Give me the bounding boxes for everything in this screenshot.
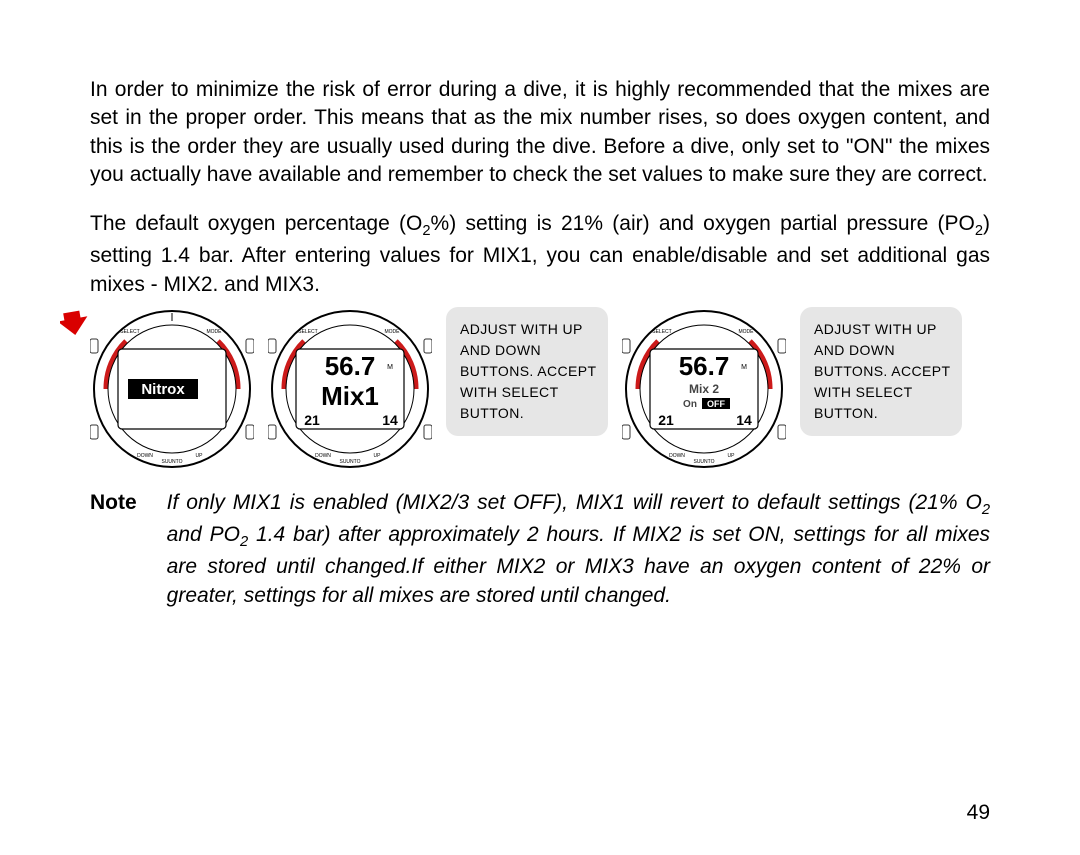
note-body: If only MIX1 is enabled (MIX2/3 set OFF)… xyxy=(167,489,990,610)
svg-text:DOWN: DOWN xyxy=(669,453,685,459)
svg-text:UP: UP xyxy=(374,453,382,459)
watch-face-1: SELECT MODE DOWN UP SUUNTO Nitrox xyxy=(90,307,254,471)
svg-text:SUUNTO: SUUNTO xyxy=(161,459,182,465)
watch3-top: 56.7 xyxy=(679,351,730,381)
note-c: 1.4 bar) after approximately 2 hours. If… xyxy=(167,523,990,606)
note-a: If only MIX1 is enabled (MIX2/3 set OFF)… xyxy=(167,491,982,514)
watch3-br: 14 xyxy=(736,412,752,428)
sub-2b: 2 xyxy=(975,224,983,240)
page-number: 49 xyxy=(967,801,990,825)
svg-text:On: On xyxy=(683,399,697,410)
svg-text:DOWN: DOWN xyxy=(137,453,153,459)
watch1-main: Nitrox xyxy=(141,381,185,398)
watch-face-3: SELECT MODE DOWN UP SUUNTO 56.7 M Mix 2 … xyxy=(622,307,786,471)
svg-text:UP: UP xyxy=(728,453,736,459)
sub-2: 2 xyxy=(422,224,430,240)
watch2-top: 56.7 xyxy=(325,351,376,381)
note-row: Note If only MIX1 is enabled (MIX2/3 set… xyxy=(90,489,990,610)
svg-text:MODE: MODE xyxy=(207,329,223,335)
watch3-bl: 21 xyxy=(658,412,674,428)
note-b: and PO xyxy=(167,523,240,546)
svg-text:SELECT: SELECT xyxy=(120,329,139,335)
svg-text:MODE: MODE xyxy=(385,329,401,335)
paragraph-1: In order to minimize the risk of error d… xyxy=(90,76,990,189)
paragraph-2: The default oxygen percentage (O2%) sett… xyxy=(90,210,990,299)
p2-b: %) setting is 21% (air) and oxygen parti… xyxy=(431,212,975,235)
svg-text:SUUNTO: SUUNTO xyxy=(339,459,360,465)
svg-text:OFF: OFF xyxy=(707,399,725,409)
svg-text:SUUNTO: SUUNTO xyxy=(693,459,714,465)
watch3-main: Mix 2 xyxy=(689,382,719,396)
note-label: Note xyxy=(90,489,137,515)
note-sub2: 2 xyxy=(240,534,248,550)
note-sub1: 2 xyxy=(982,502,990,518)
hint-box-1: ADJUST WITH UP AND DOWN BUTTONS. ACCEPT … xyxy=(446,307,608,436)
svg-text:MODE: MODE xyxy=(739,329,755,335)
svg-text:UP: UP xyxy=(196,453,204,459)
watch2-main: Mix1 xyxy=(321,381,379,411)
watch2-br: 14 xyxy=(382,412,398,428)
svg-text:SELECT: SELECT xyxy=(298,329,317,335)
watch-face-2: SELECT MODE DOWN UP SUUNTO 56.7 M Mix1 2… xyxy=(268,307,432,471)
watch2-bl: 21 xyxy=(304,412,320,428)
svg-text:M: M xyxy=(387,364,393,371)
diagram-row: SELECT MODE DOWN UP SUUNTO Nitrox SELECT xyxy=(90,307,990,471)
hint-box-2: ADJUST WITH UP AND DOWN BUTTONS. ACCEPT … xyxy=(800,307,962,436)
arrow-icon xyxy=(60,307,88,335)
svg-text:SELECT: SELECT xyxy=(652,329,671,335)
svg-text:M: M xyxy=(741,364,747,371)
svg-text:DOWN: DOWN xyxy=(315,453,331,459)
p2-a: The default oxygen percentage (O xyxy=(90,212,422,235)
